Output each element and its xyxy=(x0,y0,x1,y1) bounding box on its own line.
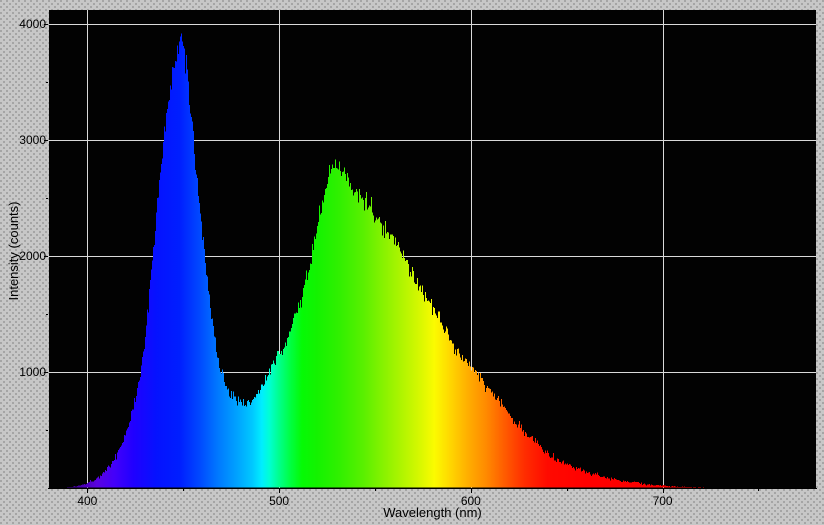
y-tick-label: 3000 xyxy=(19,132,46,147)
y-tick-label: 4000 xyxy=(19,17,46,31)
x-tick-label: 700 xyxy=(652,494,673,508)
y-tick-label: 1000 xyxy=(19,364,46,379)
x-tick-label: 600 xyxy=(460,494,481,508)
x-tick-label: 500 xyxy=(269,494,290,508)
x-tick-label: 400 xyxy=(77,494,98,508)
x-axis-title: Wavelength (nm) xyxy=(383,505,482,520)
y-axis-title: Intensity (counts) xyxy=(6,201,21,301)
y-tick-label: 2000 xyxy=(19,248,46,263)
